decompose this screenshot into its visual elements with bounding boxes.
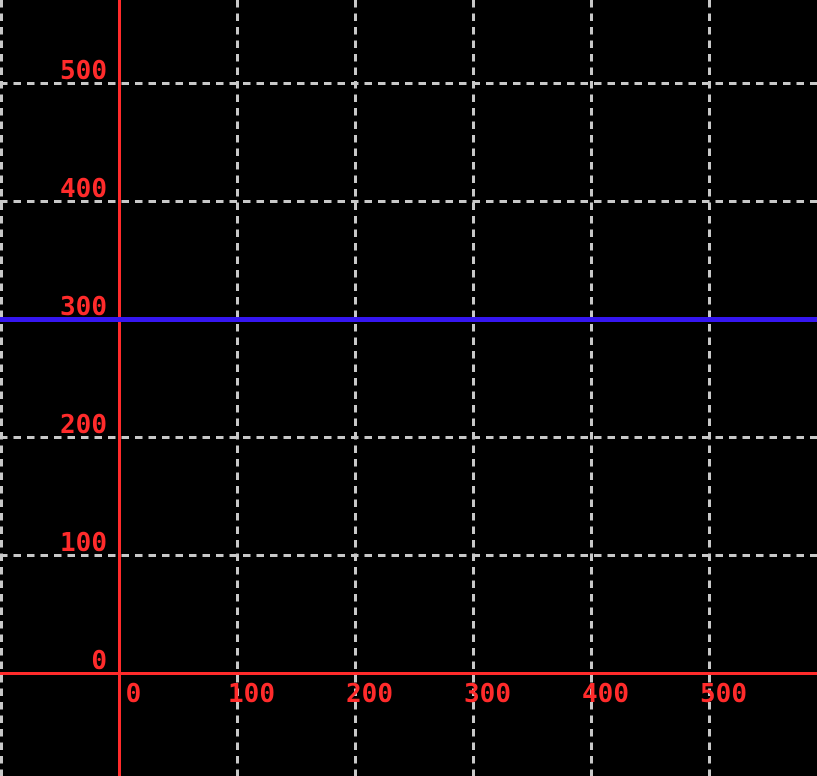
- plot-area: 0 100 200 300 400 500 0 100 200 300 400 500: [0, 0, 817, 776]
- chart-canvas: [0, 0, 817, 776]
